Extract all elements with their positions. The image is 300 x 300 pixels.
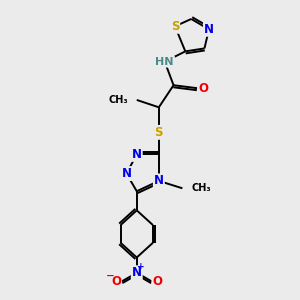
Text: HN: HN [155,57,174,67]
Text: CH₃: CH₃ [191,183,211,193]
Text: N: N [132,148,142,161]
Text: O: O [111,275,121,288]
Text: N: N [132,266,142,279]
Text: O: O [199,82,208,95]
Text: N: N [154,174,164,188]
Text: O: O [152,275,162,288]
Text: S: S [171,20,179,33]
Text: N: N [122,167,131,180]
Text: CH₃: CH₃ [108,95,128,105]
Text: S: S [154,126,163,139]
Text: +: + [137,262,145,272]
Text: N: N [204,23,214,36]
Text: −: − [106,271,115,281]
